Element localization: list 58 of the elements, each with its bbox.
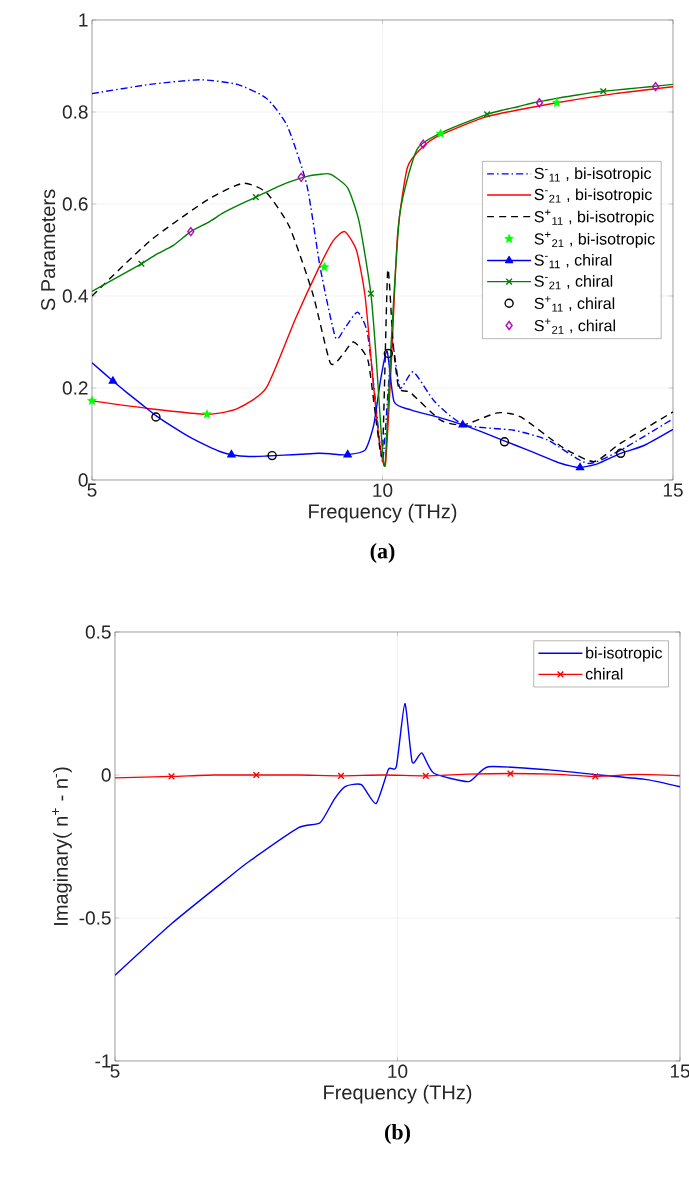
y-tick-label: 0.4 [62, 289, 88, 303]
legend-label: S$^{-}$$_{11}$ , chiral [534, 253, 612, 269]
y-tick-label: 1 [79, 13, 88, 27]
legend-label: chiral [585, 667, 623, 680]
point [202, 409, 212, 419]
legend-label: S$^{+}$$_{21}$ , bi-isotropic [534, 231, 655, 248]
point [458, 420, 467, 428]
point [616, 448, 626, 459]
y-tick-label: 0.2 [62, 381, 88, 395]
point [297, 172, 305, 183]
point [227, 449, 236, 458]
legend-label: S$^{+}$$_{11}$ , chiral [534, 296, 615, 312]
x-tick-label: 15 [670, 1064, 689, 1078]
point [187, 226, 195, 237]
y-tick-label: -1 [95, 1054, 111, 1068]
point [552, 97, 562, 107]
x-tick-label: 15 [663, 483, 683, 497]
y-tick-label: -0.5 [79, 911, 111, 925]
text: (a) [370, 543, 395, 563]
y-tick-label: 0.6 [62, 197, 88, 211]
line-series [115, 702, 681, 976]
point [137, 260, 145, 268]
legend-label: S$^{-}$$_{21}$ , bi-isotropic [534, 188, 652, 204]
point [367, 290, 375, 298]
point [252, 193, 260, 201]
x-axis-title: Frequency (THz) [309, 503, 457, 523]
legend-label: S$^{+}$$_{21}$ , chiral [534, 318, 615, 334]
x-axis-title: Frequency (THz) [324, 1084, 472, 1104]
x-tick-label: 10 [373, 483, 393, 497]
point [383, 348, 394, 359]
x-tick-label: 5 [110, 1064, 120, 1078]
x-tick-label: 10 [388, 1064, 408, 1078]
y-axis-title: S Parameters [41, 189, 56, 311]
x-tick-label: 5 [87, 483, 97, 497]
point [651, 81, 660, 92]
text: (b) [385, 1124, 410, 1144]
point [108, 376, 118, 384]
y-tick-label: 0 [101, 768, 111, 782]
y-tick-label: 0 [78, 473, 88, 487]
point [319, 262, 330, 272]
point [343, 449, 352, 458]
point [151, 412, 161, 422]
legend-label: S$^{-}$$_{11}$ , bi-isotropic [534, 167, 652, 183]
y-tick-label: 0.5 [85, 625, 111, 639]
line-series [92, 182, 673, 463]
point [575, 462, 585, 471]
point [87, 395, 97, 405]
legend-label: S$^{-}$$_{21}$ , chiral [534, 275, 613, 290]
legend-label: bi-isotropic [586, 646, 663, 662]
point [483, 110, 491, 118]
point [499, 437, 510, 447]
point [535, 98, 544, 108]
point [267, 450, 277, 461]
point [435, 128, 446, 138]
y-axis-title: Imaginary( n$^{+}$ - n$^{-}$) [52, 767, 72, 925]
legend-label: S$^{+}$$_{11}$ , bi-isotropic [534, 209, 654, 226]
y-tick-label: 0.8 [62, 105, 88, 119]
point [419, 139, 427, 149]
